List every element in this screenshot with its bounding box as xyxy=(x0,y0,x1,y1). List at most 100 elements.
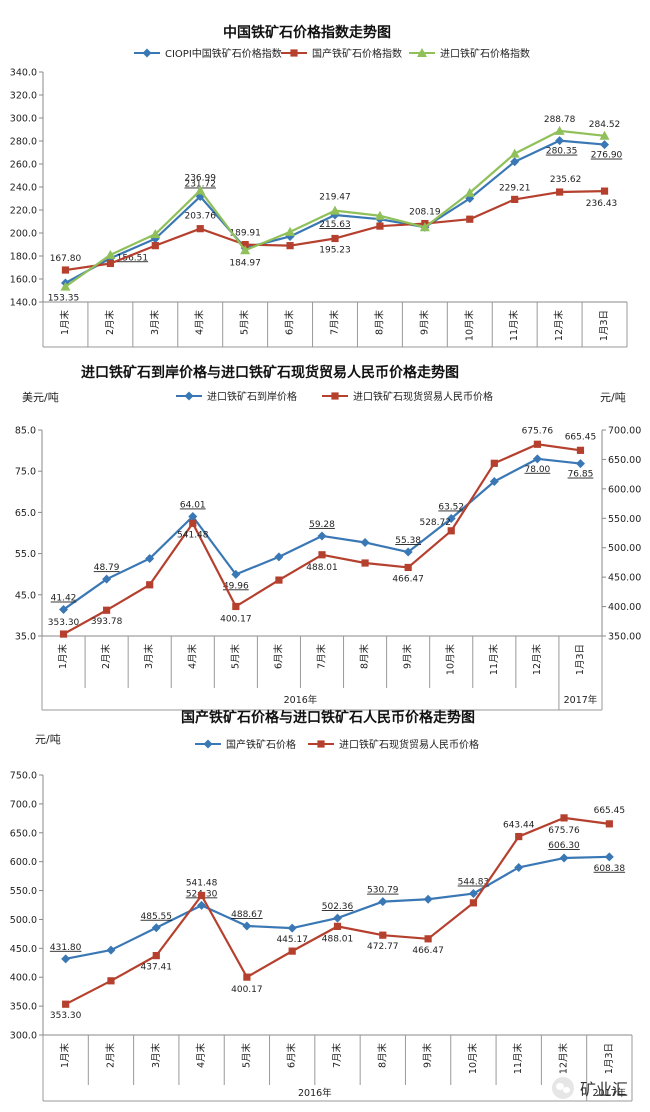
data-point xyxy=(509,148,520,158)
y-tick-label: 85.0 xyxy=(15,426,36,437)
data-point xyxy=(532,454,542,464)
legend-item-1: CIOPI中国铁矿石价格指数 xyxy=(134,47,282,60)
data-label: 437.41 xyxy=(141,963,173,973)
data-point xyxy=(61,266,70,274)
y-tick-label: 700.00 xyxy=(608,426,641,437)
data-label: 466.47 xyxy=(412,946,444,956)
series-1: 431.80485.55524.30488.67502.36530.79544.… xyxy=(50,841,626,964)
y-tick-label: 400.0 xyxy=(10,973,37,984)
data-point xyxy=(599,130,610,140)
legend-label: 国产铁矿石价格 xyxy=(226,738,296,751)
legend-label: 进口铁矿石现货贸易人民币价格 xyxy=(339,738,479,751)
x-tick-label: 8月末 xyxy=(373,310,385,336)
y-tick-label: 340.0 xyxy=(10,68,37,79)
data-point xyxy=(285,226,296,236)
data-label: 219.47 xyxy=(319,193,351,203)
legend-item-2: 国产铁矿石价格指数 xyxy=(281,47,402,60)
legend-item-3: 进口铁矿石价格指数 xyxy=(409,47,530,60)
data-point xyxy=(145,554,155,564)
y-tick-label: 500.0 xyxy=(10,915,37,926)
data-point xyxy=(195,185,206,195)
x-tick-label: 7月末 xyxy=(316,644,328,670)
x-tick-label: 1月3日 xyxy=(575,644,586,675)
y-tick-label: 55.0 xyxy=(15,549,36,560)
data-point xyxy=(102,574,112,584)
data-label: 488.01 xyxy=(306,563,338,573)
y-tick-label: 240.0 xyxy=(10,183,37,194)
data-point xyxy=(243,973,251,981)
data-point xyxy=(360,537,370,547)
data-point xyxy=(331,234,339,243)
series-3: 153.35 236.99 184.97 219.47 288.78 284.52 xyxy=(48,115,621,304)
data-point xyxy=(419,222,430,232)
data-point xyxy=(490,459,498,467)
y-tick-label: 140.0 xyxy=(10,298,37,309)
data-point xyxy=(61,954,71,964)
data-point xyxy=(240,245,251,255)
y-tick-label: 550.0 xyxy=(10,886,37,897)
legend-item-1: 国产铁矿石价格 xyxy=(195,738,296,751)
data-label: 203.76 xyxy=(184,212,216,222)
data-label: 445.17 xyxy=(276,935,308,945)
chart-title: 进口铁矿石到岸价格与进口铁矿石现货贸易人民币价格走势图 xyxy=(81,364,459,381)
data-point xyxy=(103,606,111,614)
data-point xyxy=(555,136,565,146)
y-tick-label: 300.0 xyxy=(10,1031,37,1042)
legend-item-1: 进口铁矿石到岸价格 xyxy=(176,390,297,403)
data-point xyxy=(150,229,161,239)
data-label: 48.79 xyxy=(94,563,120,573)
y-axis-right: 350.00 400.00 450.00 500.00 550.00 600.00 650.… xyxy=(601,426,641,643)
x-tick-label: 10月末 xyxy=(463,310,475,342)
x-tick-label: 6月末 xyxy=(272,644,284,670)
y-tick-label: 160.0 xyxy=(10,275,37,286)
data-label: 466.47 xyxy=(392,574,424,584)
series-1: 41.42 48.79 64.01 49.96 59.28 55.38 63.52 78.00… xyxy=(51,454,594,615)
data-label: 643.44 xyxy=(503,821,535,831)
data-label: 236.43 xyxy=(586,199,618,209)
data-point xyxy=(241,241,249,249)
data-label: 229.21 xyxy=(499,183,531,193)
data-point xyxy=(559,853,569,863)
legend-label: 进口铁矿石到岸价格 xyxy=(207,390,297,403)
year-label: 2017年 xyxy=(593,1087,627,1099)
data-point xyxy=(554,125,565,135)
data-point xyxy=(189,519,197,527)
data-label: 208.19 xyxy=(409,208,441,218)
data-label: 76.85 xyxy=(568,470,594,480)
data-point xyxy=(287,923,297,933)
data-point xyxy=(151,242,159,250)
data-point xyxy=(188,511,198,521)
data-label: 63.52 xyxy=(438,502,464,512)
y-tick-label: 400.00 xyxy=(608,602,641,613)
data-label: 195.23 xyxy=(319,245,351,255)
y-tick-label: 500.00 xyxy=(608,543,641,554)
y-tick-label: 220.0 xyxy=(10,206,37,217)
x-tick-label: 6月末 xyxy=(284,310,296,336)
data-point xyxy=(489,477,499,486)
x-tick-label: 5月末 xyxy=(239,310,251,336)
data-point xyxy=(605,820,613,828)
data-label: 544.83 xyxy=(458,878,490,888)
data-point xyxy=(197,891,206,900)
legend-marker xyxy=(142,48,152,58)
data-label: 231.72 xyxy=(184,180,216,190)
x-tick-label: 11月末 xyxy=(508,310,520,342)
x-axis: 1月末 2月末 3月末 4月末 5月末 6月末 7月末 8月末 9月末 10月末 11月末 12月末 1… xyxy=(42,1034,633,1102)
data-label: 215.63 xyxy=(319,220,351,230)
legend-marker xyxy=(417,48,427,57)
y-tick-label: 300.0 xyxy=(10,114,37,125)
data-label: 608.38 xyxy=(594,864,626,874)
y-tick-label: 180.0 xyxy=(10,252,37,263)
data-label: 488.67 xyxy=(231,910,263,920)
x-tick-label: 5月末 xyxy=(240,1043,252,1069)
x-tick-label: 4月末 xyxy=(186,644,198,670)
legend-label: 进口铁矿石价格指数 xyxy=(440,47,530,60)
chart-title: 中国铁矿石价格指数走势图 xyxy=(223,24,391,41)
data-point xyxy=(403,547,413,557)
data-point xyxy=(232,602,240,611)
y-tick-label: 600.00 xyxy=(608,484,641,495)
data-point xyxy=(404,563,412,572)
data-point xyxy=(468,889,478,899)
